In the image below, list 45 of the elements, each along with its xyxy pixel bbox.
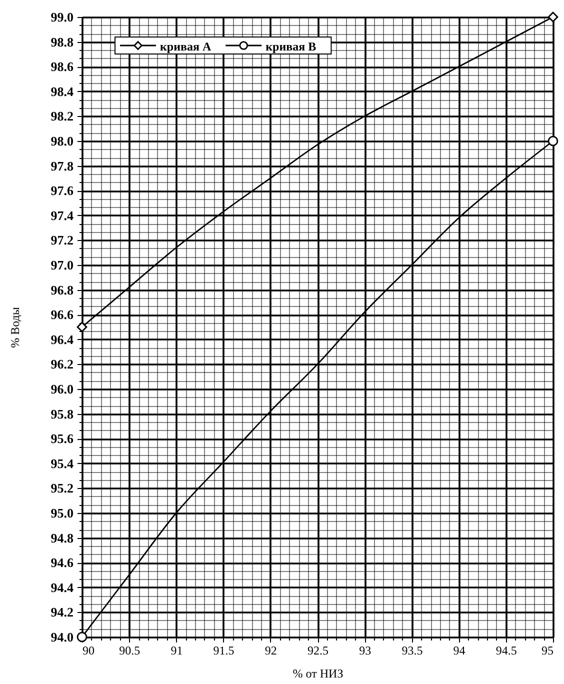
point	[76, 322, 88, 332]
point	[548, 136, 558, 146]
y-tick-label: 98.6	[50, 59, 74, 74]
y-tick-label: 96.8	[50, 282, 74, 298]
x-tick-label: 91	[170, 644, 183, 658]
x-tick-label: 90	[82, 644, 94, 658]
y-tick-label: 94.4	[50, 580, 74, 595]
x-tick-label: 94.5	[496, 644, 517, 658]
x-tick-label: 95	[542, 644, 554, 658]
y-tick-label: 97.6	[50, 183, 74, 198]
y-axis-title: % Воды	[8, 307, 22, 348]
x-tick-label: 92	[264, 644, 277, 658]
legend-label: кривая B	[266, 40, 316, 54]
x-tick-label: 94	[453, 644, 466, 658]
legend-label: кривая A	[160, 40, 212, 54]
y-tick-label: 97.0	[50, 258, 74, 272]
y-tick-label: 94.0	[50, 630, 74, 644]
x-tick-label: 93.5	[402, 644, 423, 658]
y-tick-label: 98.2	[50, 108, 74, 124]
y-tick-label: 95.4	[50, 456, 74, 471]
x-tick-label: 92.5	[308, 644, 328, 658]
y-tick-label: 98.4	[50, 84, 74, 99]
x-axis-title: % от НИЗ	[292, 666, 344, 680]
y-tick-label: 94.6	[50, 555, 74, 570]
y-tick-label: 96.2	[50, 356, 74, 372]
y-tick-label: 97.4	[50, 208, 74, 223]
y-tick-label: 97.8	[50, 158, 74, 174]
y-tick-label: 94.8	[50, 530, 74, 546]
y-tick-label: 95.6	[50, 431, 74, 446]
y-tick-label: 98.0	[50, 134, 74, 148]
y-tick-label: 94.2	[50, 604, 74, 620]
y-tick-label: 96.6	[50, 307, 74, 322]
y-tick-label: 97.2	[50, 232, 74, 248]
x-tick-label: 91.5	[213, 644, 234, 658]
point	[548, 12, 558, 22]
y-tick-label: 99.0	[50, 10, 74, 24]
x-tick-label: 93	[359, 644, 372, 658]
y-tick-label: 95.8	[50, 406, 74, 422]
point	[76, 632, 88, 642]
y-tick-label: 95.2	[50, 480, 74, 496]
y-tick-label: 95.0	[50, 506, 74, 520]
y-tick-label: 98.8	[50, 34, 74, 50]
y-tick-label: 96.0	[50, 382, 74, 396]
x-tick-label: 90.5	[119, 644, 140, 658]
y-tick-label: 96.4	[50, 332, 74, 347]
